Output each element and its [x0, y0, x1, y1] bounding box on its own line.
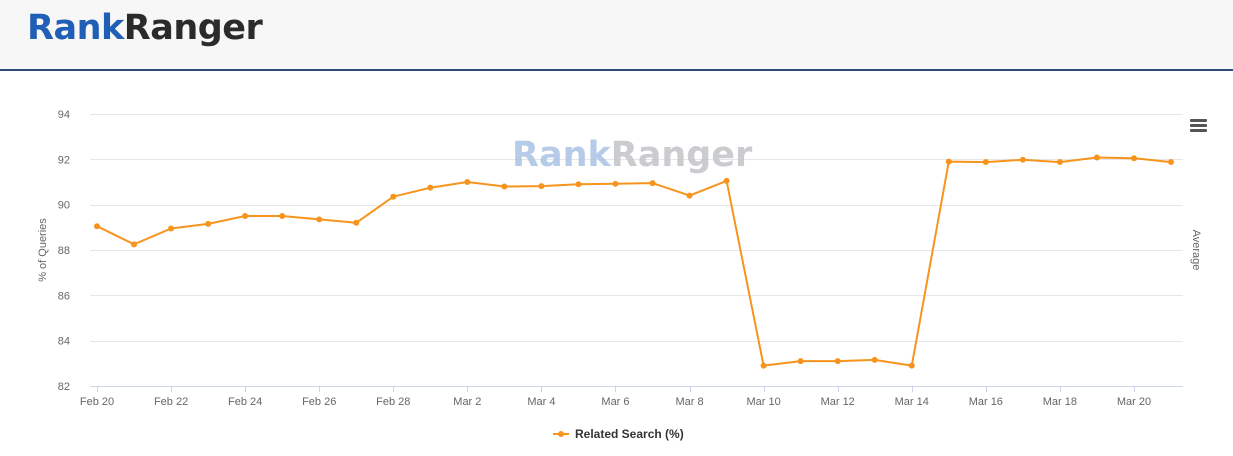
y-tick-label: 82: [58, 381, 70, 393]
legend-line-marker-icon: [553, 429, 569, 439]
x-tick-label: Feb 22: [154, 396, 188, 408]
data-point[interactable]: [686, 192, 693, 199]
x-tick-label: Mar 12: [821, 396, 855, 408]
chart-container: RankRanger 82 84 86 88 90 92 94 Feb 20 Feb 22 Feb…: [0, 71, 1233, 456]
data-point[interactable]: [501, 183, 508, 190]
data-point[interactable]: [464, 179, 471, 185]
x-tick-label: Mar 8: [675, 396, 703, 408]
data-point[interactable]: [242, 213, 249, 219]
data-point[interactable]: [1130, 155, 1137, 162]
data-point[interactable]: [649, 180, 656, 187]
rankranger-logo[interactable]: RankRanger: [27, 6, 263, 50]
data-point[interactable]: [316, 216, 323, 223]
axes: 82 84 86 88 90 92 94 Feb 20 Feb 22 Feb 24 Feb 26 Fe…: [58, 109, 1183, 408]
y-axis-title: % of Queries: [37, 218, 49, 282]
x-tick-label: Mar 10: [746, 396, 780, 408]
x-tick-label: Feb 28: [376, 396, 410, 408]
data-point[interactable]: [168, 225, 175, 232]
x-tick-label: Mar 6: [601, 396, 629, 408]
x-tick-label: Mar 20: [1117, 396, 1151, 408]
y-tick-label: 84: [58, 336, 70, 348]
watermark-rank-text: Rank: [512, 135, 611, 175]
hamburger-menu-icon-bar-3: [1190, 129, 1207, 132]
data-point[interactable]: [1168, 159, 1174, 166]
data-point[interactable]: [1019, 156, 1026, 163]
x-tick-label: Mar 14: [895, 396, 929, 408]
x-tick-label: Feb 20: [80, 396, 114, 408]
data-point[interactable]: [871, 356, 878, 363]
y-tick-label: 90: [58, 200, 70, 212]
chart-legend-item[interactable]: Related Search (%): [553, 425, 684, 443]
header-bar: RankRanger: [0, 0, 1233, 71]
y-tick-label: 94: [58, 109, 70, 121]
data-point[interactable]: [427, 184, 434, 191]
data-point[interactable]: [538, 183, 545, 190]
logo-rank-text: Rank: [27, 8, 124, 48]
data-point[interactable]: [205, 220, 212, 227]
data-point[interactable]: [797, 358, 804, 365]
data-point[interactable]: [1093, 154, 1100, 161]
data-point[interactable]: [945, 158, 952, 165]
data-point[interactable]: [908, 362, 915, 369]
secondary-y-axis-title: Average: [1190, 230, 1202, 271]
x-tick-label: Mar 18: [1043, 396, 1077, 408]
hamburger-menu-icon-bar-1: [1190, 119, 1207, 122]
series-line: [96, 156, 1172, 367]
data-point[interactable]: [760, 362, 767, 369]
data-point[interactable]: [353, 219, 360, 226]
hamburger-menu-icon-bar-2: [1190, 124, 1207, 127]
data-point[interactable]: [1056, 159, 1063, 166]
chart-menu-button[interactable]: [1189, 119, 1209, 135]
legend-label: Related Search (%): [575, 427, 684, 441]
series-related-search: [94, 154, 1174, 369]
data-point[interactable]: [94, 223, 100, 230]
x-tick-label: Feb 24: [228, 396, 262, 408]
y-tick-label: 88: [58, 245, 70, 257]
watermark-ranger-text: Ranger: [611, 135, 753, 175]
x-tick-label: Mar 2: [453, 396, 481, 408]
watermark-logo: RankRanger: [512, 135, 753, 175]
data-point[interactable]: [834, 358, 841, 365]
line-chart: RankRanger 82 84 86 88 90 92 94 Feb 20 Feb 22 Feb…: [37, 109, 1202, 408]
logo-ranger-text: Ranger: [123, 8, 263, 48]
grid-lines: [90, 114, 1183, 342]
data-point[interactable]: [279, 213, 286, 219]
y-tick-label: 86: [58, 290, 70, 302]
data-point[interactable]: [575, 181, 582, 188]
data-point[interactable]: [131, 241, 138, 248]
x-tick-label: Mar 4: [527, 396, 555, 408]
data-point[interactable]: [612, 180, 619, 187]
data-point[interactable]: [982, 159, 989, 166]
y-tick-label: 92: [58, 154, 70, 166]
data-point[interactable]: [390, 193, 397, 200]
x-tick-label: Mar 16: [969, 396, 1003, 408]
x-tick-label: Feb 26: [302, 396, 336, 408]
data-point[interactable]: [723, 177, 730, 184]
